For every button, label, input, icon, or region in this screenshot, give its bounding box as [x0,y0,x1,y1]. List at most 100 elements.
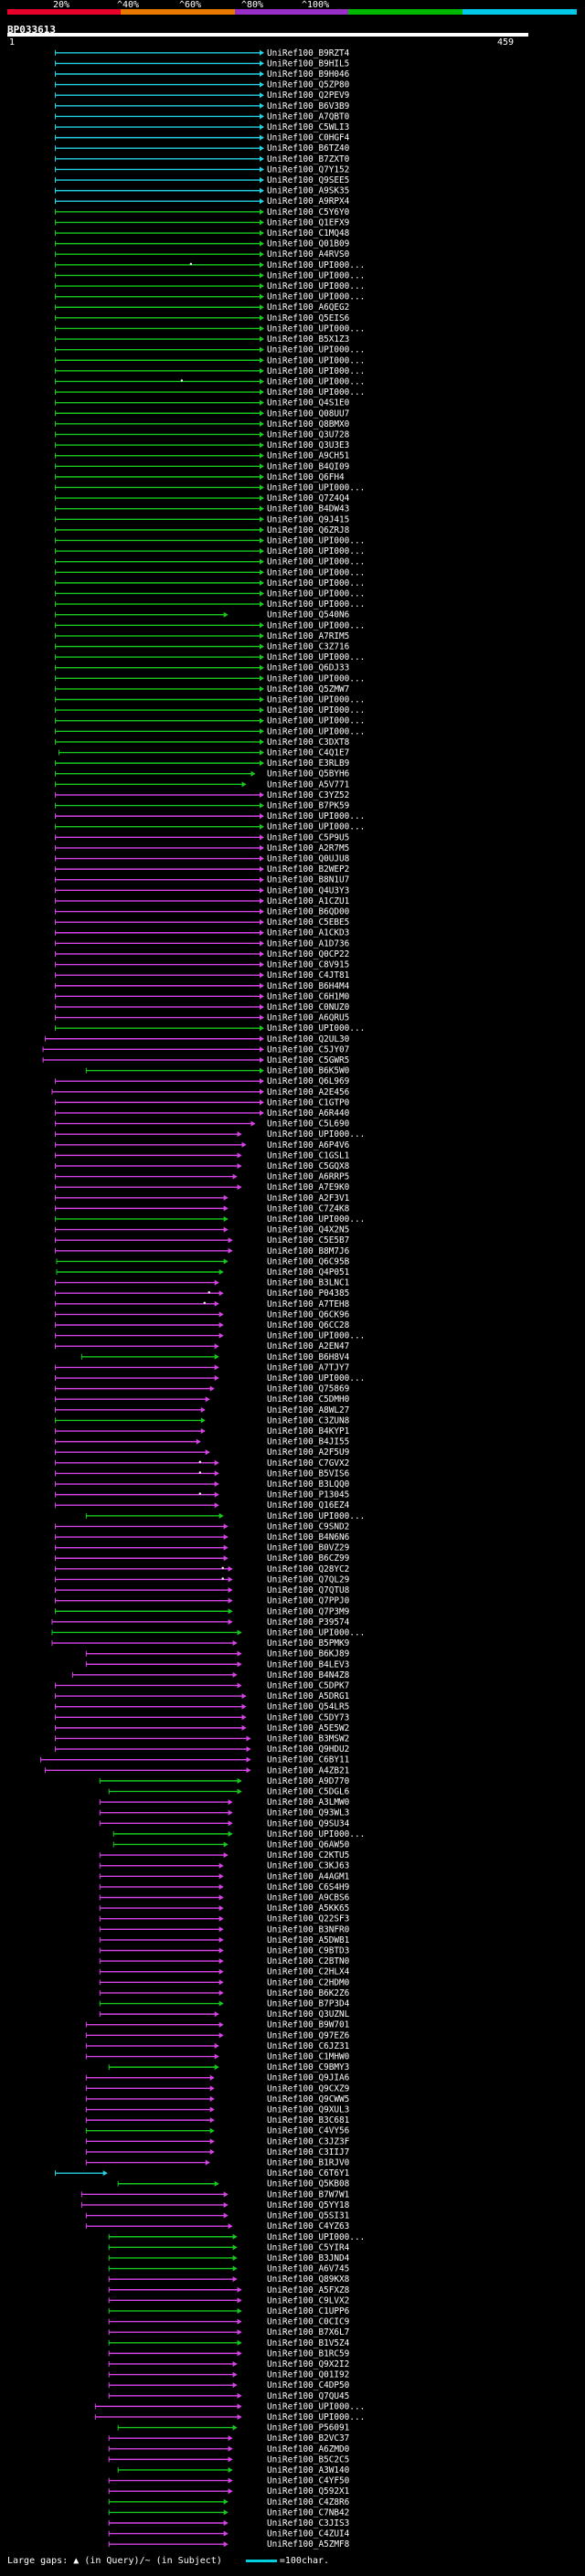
hit-name[interactable]: UniRef100_A9CH51 [267,451,350,461]
hit-row[interactable]: UniRef100_C9SND2 [54,1521,349,1532]
hit-name[interactable]: UniRef100_UPI000... [267,599,365,610]
hit-name[interactable]: UniRef100_UPI000... [267,822,365,832]
hit-name[interactable]: UniRef100_B6H4M4 [267,981,350,991]
hit-name[interactable]: UniRef100_P56091 [267,2423,350,2433]
hit-name[interactable]: UniRef100_Q4P051 [267,1267,350,1277]
hit-row[interactable]: UniRef100_Q1EFX9 [54,217,350,228]
hit-row[interactable]: UniRef100_Q9J415 [54,514,349,525]
hit-row[interactable]: UniRef100_UPI000... [112,1829,365,1839]
hit-name[interactable]: UniRef100_C5DY73 [267,1712,349,1723]
hit-row[interactable]: UniRef100_C1MHW0 [85,2052,350,2062]
hit-row[interactable]: UniRef100_UPI000... [85,1511,365,1521]
hit-row[interactable]: UniRef100_Q9JIA6 [85,2073,350,2083]
hit-name[interactable]: UniRef100_Q5ZP80 [267,80,350,90]
hit-name[interactable]: UniRef100_B3LQQ0 [267,1479,350,1489]
hit-row[interactable]: UniRef100_C0HGF4 [54,133,350,143]
hit-row[interactable]: UniRef100_B4N6N6 [54,1532,350,1542]
hit-row[interactable]: UniRef100_UPI000... [108,2232,365,2242]
hit-name[interactable]: UniRef100_C5DGL6 [267,1786,350,1797]
hit-name[interactable]: UniRef100_UPI000... [267,1373,365,1383]
hit-name[interactable]: UniRef100_C7GVX2 [267,1458,349,1468]
hit-name[interactable]: UniRef100_C5L690 [267,1119,350,1129]
hit-name[interactable]: UniRef100_C4Q1E7 [267,748,349,758]
hit-row[interactable]: UniRef100_C3JIS3 [108,2518,349,2528]
hit-row[interactable]: UniRef100_B8M7J6 [54,1246,350,1256]
hit-name[interactable]: UniRef100_C7Z4K8 [267,1203,350,1214]
hit-row[interactable]: UniRef100_UPI000... [54,482,365,493]
hit-name[interactable]: UniRef100_B4QI09 [267,461,350,472]
hit-row[interactable]: UniRef100_Q9SU34 [99,1818,350,1829]
hit-row[interactable]: UniRef100_Q3U728 [54,429,350,440]
hit-row[interactable]: UniRef100_A6QEG2 [54,302,349,313]
hit-name[interactable]: UniRef100_C9BMY3 [267,2062,349,2072]
hit-row[interactable]: UniRef100_Q01B09 [54,239,350,249]
hit-row[interactable]: UniRef100_A6V745 [108,2264,349,2274]
hit-row[interactable]: UniRef100_UPI000... [54,599,365,610]
hit-row[interactable]: UniRef100_Q6ZRJ8 [54,525,350,535]
hit-row[interactable]: UniRef100_Q08UU7 [54,408,349,419]
hit-name[interactable]: UniRef100_Q16EZ4 [267,1500,350,1511]
hit-row[interactable]: UniRef100_UPI000... [54,387,365,398]
hit-row[interactable]: UniRef100_Q93WL3 [99,1808,349,1818]
hit-name[interactable]: UniRef100_Q97EZ6 [267,2030,350,2041]
hit-row[interactable]: UniRef100_C5Y6Y0 [54,207,350,217]
hit-name[interactable]: UniRef100_C0NUZ0 [267,1002,350,1012]
hit-name[interactable]: UniRef100_A7E9K0 [267,1182,350,1193]
hit-name[interactable]: UniRef100_UPI000... [267,2412,365,2422]
hit-row[interactable]: UniRef100_A5ZMF8 [108,2539,350,2549]
hit-name[interactable]: UniRef100_Q7QU45 [267,2391,349,2401]
hit-row[interactable]: UniRef100_Q6AW50 [112,1839,350,1850]
hit-row[interactable]: UniRef100_UPI000... [54,292,365,302]
hit-name[interactable]: UniRef100_Q3U3E3 [267,440,349,451]
hit-name[interactable]: UniRef100_C8V915 [267,960,349,970]
hit-name[interactable]: UniRef100_A7TEH8 [267,1299,350,1309]
hit-row[interactable]: UniRef100_C3KJ63 [99,1861,349,1871]
hit-row[interactable]: UniRef100_B7P3D4 [99,1999,350,2009]
hit-name[interactable]: UniRef100_C2BTN0 [267,1956,350,1966]
hit-name[interactable]: UniRef100_UPI000... [267,2232,365,2242]
hit-row[interactable]: UniRef100_Q4S1E0 [54,398,350,408]
hit-row[interactable]: UniRef100_B9W701 [85,2020,350,2030]
hit-row[interactable]: UniRef100_B6H8V4 [80,1352,350,1362]
hit-name[interactable]: UniRef100_A2E456 [267,1087,350,1097]
hit-name[interactable]: UniRef100_Q6CK96 [267,1309,350,1320]
hit-name[interactable]: UniRef100_Q9SEE5 [267,175,349,186]
hit-row[interactable]: UniRef100_Q7Y152 [54,164,349,175]
hit-row[interactable]: UniRef100_C5L690 [54,1119,350,1129]
hit-row[interactable]: UniRef100_C3ZUN8 [54,1415,350,1426]
hit-row[interactable]: UniRef100_B5VIS6 [54,1468,350,1479]
hit-name[interactable]: UniRef100_A5E5W2 [267,1723,349,1733]
hit-name[interactable]: UniRef100_Q9CWW5 [267,2094,349,2104]
hit-name[interactable]: UniRef100_UPI000... [267,281,365,292]
hit-name[interactable]: UniRef100_C4VY56 [267,2126,350,2136]
hit-name[interactable]: UniRef100_B2WEP2 [267,864,349,875]
hit-name[interactable]: UniRef100_A4ZB21 [267,1765,350,1776]
hit-row[interactable]: UniRef100_C4Z8R6 [108,2497,350,2507]
hit-row[interactable]: UniRef100_Q6CK96 [54,1309,350,1320]
hit-name[interactable]: UniRef100_Q9J415 [267,514,349,525]
hit-row[interactable]: UniRef100_A9D770 [99,1776,350,1786]
hit-row[interactable]: UniRef100_C4JT81 [54,970,350,981]
hit-row[interactable]: UniRef100_UPI000... [94,2412,365,2422]
hit-name[interactable]: UniRef100_B6KJ89 [267,1649,350,1659]
hit-row[interactable]: UniRef100_B4N4Z8 [71,1670,350,1680]
hit-row[interactable]: UniRef100_Q0UJU8 [54,854,350,864]
hit-name[interactable]: UniRef100_B3LNC1 [267,1278,350,1288]
hit-name[interactable]: UniRef100_Q2PEV9 [267,90,350,101]
hit-row[interactable]: UniRef100_B4JI55 [54,1437,349,1447]
hit-row[interactable]: UniRef100_B3LNC1 [54,1278,350,1288]
hit-name[interactable]: UniRef100_UPI000... [267,376,365,387]
hit-name[interactable]: UniRef100_B7ZXT0 [267,154,350,164]
hit-name[interactable]: UniRef100_C3KJ63 [267,1861,349,1871]
hit-row[interactable]: UniRef100_B3LQQ0 [54,1479,350,1489]
hit-row[interactable]: UniRef100_B6H4M4 [54,981,350,991]
hit-row[interactable]: UniRef100_UPI000... [54,1331,365,1341]
hit-row[interactable]: UniRef100_B2WEP2 [54,864,349,875]
hit-name[interactable]: UniRef100_Q5SI31 [267,2211,350,2221]
hit-row[interactable]: UniRef100_B6K5W0 [85,1066,350,1076]
hit-name[interactable]: UniRef100_UPI000... [267,811,365,822]
hit-name[interactable]: UniRef100_UPI000... [267,546,365,557]
hit-row[interactable]: UniRef100_A6R440 [54,1108,350,1118]
hit-row[interactable]: UniRef100_B7PK59 [54,801,350,811]
hit-name[interactable]: UniRef100_C3Z716 [267,641,350,652]
